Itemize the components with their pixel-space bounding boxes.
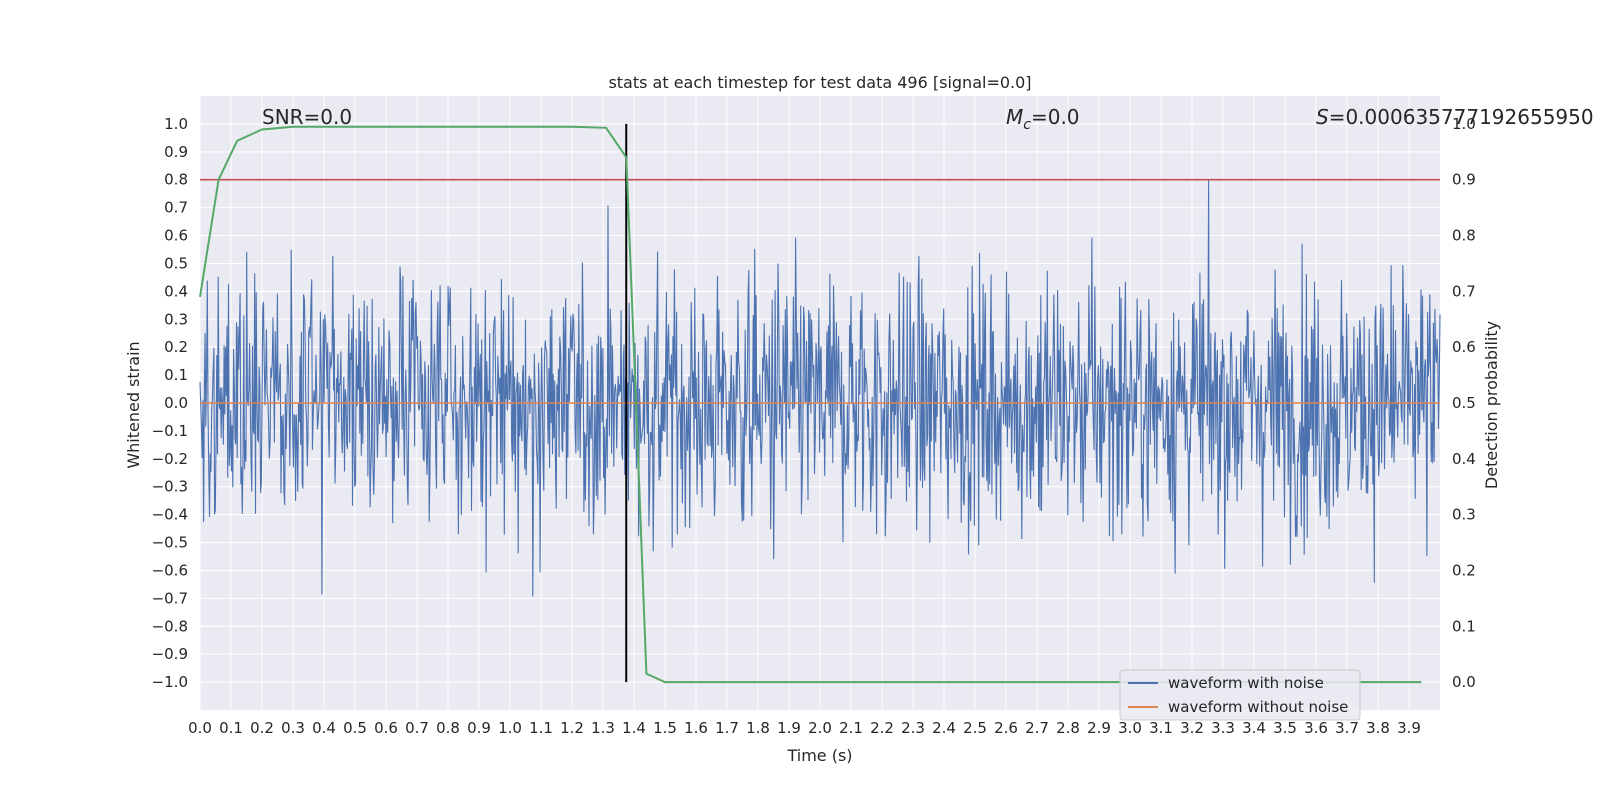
chart-title: stats at each timestep for test data 496… bbox=[608, 73, 1031, 92]
x-tick-label: 2.2 bbox=[870, 719, 894, 737]
x-tick-label: 2.8 bbox=[1056, 719, 1080, 737]
y2-tick-label: 0.9 bbox=[1452, 171, 1476, 189]
y2-tick-label: 0.8 bbox=[1452, 227, 1476, 245]
x-tick-labels: 0.0 0.1 0.2 0.3 0.4 0.5 0.6 0.7 0.8 0.9 1.0 1.1 1.2 1… bbox=[188, 719, 1421, 737]
x-tick-label: 0.7 bbox=[405, 719, 429, 737]
y2-tick-label: 1.0 bbox=[1452, 115, 1476, 133]
chirp-mass-subscript: c bbox=[1023, 117, 1031, 133]
x-tick-label: 0.9 bbox=[467, 719, 491, 737]
x-axis-label: Time (s) bbox=[786, 746, 852, 765]
legend-entry-noise: waveform with noise bbox=[1168, 674, 1324, 692]
y-tick-label: 0.3 bbox=[164, 310, 188, 328]
x-tick-label: 1.7 bbox=[715, 719, 739, 737]
y-tick-label: −0.4 bbox=[152, 506, 188, 524]
y-tick-label: 0.4 bbox=[164, 282, 188, 300]
waveform-with-noise-line bbox=[199, 180, 1441, 597]
y-tick-label: 0.2 bbox=[164, 338, 188, 356]
x-tick-label: 1.8 bbox=[746, 719, 770, 737]
x-tick-label: 0.6 bbox=[374, 719, 398, 737]
y-tick-label: 0.7 bbox=[164, 199, 188, 217]
y-tick-label: −0.5 bbox=[152, 534, 188, 552]
y-tick-labels: 1.0 0.9 0.8 0.7 0.6 0.5 0.4 0.3 0.2 0.1 0.0 −0.1 −0.… bbox=[152, 115, 188, 691]
x-tick-label: 2.1 bbox=[839, 719, 863, 737]
x-tick-label: 3.0 bbox=[1118, 719, 1142, 737]
detection-probability-line bbox=[199, 125, 1422, 684]
x-tick-label: 0.1 bbox=[219, 719, 243, 737]
y2-axis-label: Detection probability bbox=[1482, 321, 1501, 489]
x-tick-label: 2.0 bbox=[808, 719, 832, 737]
x-tick-label: 1.1 bbox=[529, 719, 553, 737]
y-tick-label: −0.9 bbox=[152, 645, 188, 663]
y-tick-label: 1.0 bbox=[164, 115, 188, 133]
x-tick-label: 1.5 bbox=[653, 719, 677, 737]
y2-tick-labels: 1.0 0.9 0.8 0.7 0.6 0.5 0.4 0.3 0.2 0.1 0.0 bbox=[1452, 115, 1476, 691]
legend-box bbox=[1119, 669, 1361, 721]
y-tick-label: 0.1 bbox=[164, 366, 188, 384]
x-tick-label: 1.3 bbox=[591, 719, 615, 737]
x-tick-label: 0.4 bbox=[312, 719, 336, 737]
y2-tick-label: 0.7 bbox=[1452, 282, 1476, 300]
y-tick-label: 0.8 bbox=[164, 171, 188, 189]
x-tick-label: 0.2 bbox=[250, 719, 274, 737]
y2-tick-label: 0.6 bbox=[1452, 338, 1476, 356]
x-tick-label: 1.4 bbox=[622, 719, 646, 737]
x-tick-label: 2.9 bbox=[1087, 719, 1111, 737]
y2-tick-label: 0.5 bbox=[1452, 394, 1476, 412]
legend: waveform with noise waveform without noi… bbox=[1119, 669, 1361, 721]
x-tick-label: 2.4 bbox=[932, 719, 956, 737]
chirp-mass-symbol: M bbox=[1006, 105, 1023, 129]
x-tick-label: 1.6 bbox=[684, 719, 708, 737]
y-tick-label: 0.9 bbox=[164, 143, 188, 161]
x-tick-label: 3.7 bbox=[1335, 719, 1359, 737]
y2-tick-label: 0.4 bbox=[1452, 450, 1476, 468]
x-tick-label: 0.5 bbox=[343, 719, 367, 737]
y-tick-label: −0.8 bbox=[152, 617, 188, 635]
x-tick-label: 1.2 bbox=[560, 719, 584, 737]
x-tick-label: 0.8 bbox=[436, 719, 460, 737]
y-axis-label: Whitened strain bbox=[124, 341, 143, 468]
x-tick-label: 3.4 bbox=[1242, 719, 1266, 737]
y-tick-label: −0.6 bbox=[152, 561, 188, 579]
y-tick-label: −0.1 bbox=[152, 422, 188, 440]
chirp-mass-annotation: Mc=0.0 bbox=[1006, 105, 1080, 133]
y2-tick-label: 0.1 bbox=[1452, 617, 1476, 635]
x-tick-label: 2.3 bbox=[901, 719, 925, 737]
snr-annotation: SNR=0.0 bbox=[262, 105, 352, 129]
y-tick-label: 0.5 bbox=[164, 254, 188, 272]
x-tick-label: 3.8 bbox=[1366, 719, 1390, 737]
series-layer bbox=[199, 123, 1441, 684]
y2-tick-label: 0.0 bbox=[1452, 673, 1476, 691]
x-tick-label: 0.0 bbox=[188, 719, 212, 737]
chirp-mass-value: =0.0 bbox=[1031, 105, 1080, 129]
score-symbol: S bbox=[1316, 105, 1329, 129]
x-tick-label: 2.5 bbox=[963, 719, 987, 737]
x-tick-label: 2.6 bbox=[994, 719, 1018, 737]
legend-entry-clean: waveform without noise bbox=[1168, 698, 1348, 716]
score-value: =0.000635777192655950 bbox=[1329, 105, 1594, 129]
x-tick-label: 1.0 bbox=[498, 719, 522, 737]
x-tick-label: 3.1 bbox=[1149, 719, 1173, 737]
x-tick-label: 0.3 bbox=[281, 719, 305, 737]
y2-tick-label: 0.2 bbox=[1452, 561, 1476, 579]
x-tick-label: 3.9 bbox=[1397, 719, 1421, 737]
y-tick-label: −0.3 bbox=[152, 478, 188, 496]
x-tick-label: 3.2 bbox=[1180, 719, 1204, 737]
y-tick-label: 0.6 bbox=[164, 227, 188, 245]
x-tick-label: 3.5 bbox=[1273, 719, 1297, 737]
y-tick-label: 0.0 bbox=[164, 394, 188, 412]
y-tick-label: −0.2 bbox=[152, 450, 188, 468]
y-tick-label: −0.7 bbox=[152, 589, 188, 607]
x-tick-label: 3.6 bbox=[1304, 719, 1328, 737]
score-annotation: S=0.000635777192655950 bbox=[1316, 105, 1594, 129]
x-tick-label: 3.3 bbox=[1211, 719, 1235, 737]
y2-tick-label: 0.3 bbox=[1452, 506, 1476, 524]
x-tick-label: 2.7 bbox=[1025, 719, 1049, 737]
y-tick-label: −1.0 bbox=[152, 673, 188, 691]
x-tick-label: 1.9 bbox=[777, 719, 801, 737]
